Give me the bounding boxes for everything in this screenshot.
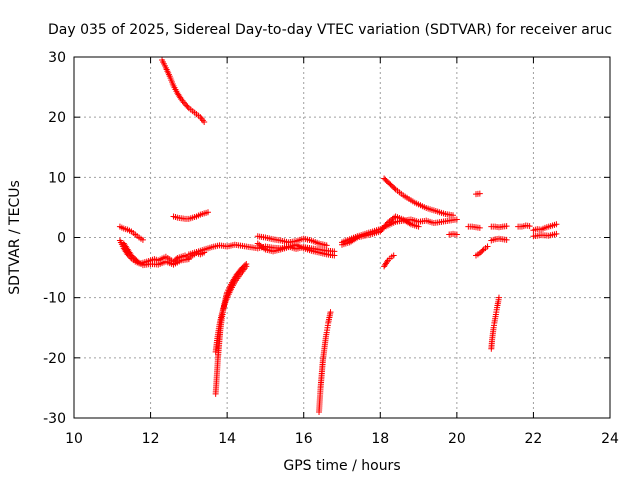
- data-point-markers: [254, 240, 338, 259]
- x-tick-label: 24: [601, 431, 619, 447]
- series-arc-low-b: [488, 294, 502, 352]
- data-point-markers: [185, 241, 338, 258]
- series-arc-evening-high: [381, 175, 457, 219]
- series-arc-band-low: [254, 240, 338, 259]
- data-point-markers: [170, 209, 211, 222]
- data-point-markers: [465, 223, 483, 231]
- y-axis: -30 -20 -10 0 10 20 30: [43, 50, 610, 427]
- y-tick-label: -30: [43, 411, 66, 427]
- series-arc-late-h: [530, 230, 560, 240]
- series-arc-late-d: [488, 223, 510, 231]
- x-tick-label: 20: [448, 431, 466, 447]
- series-arc-late-f: [515, 222, 533, 230]
- data-point-markers: [488, 223, 510, 231]
- x-axis-label: GPS time / hours: [283, 458, 400, 474]
- data-point-markers: [381, 175, 457, 219]
- y-tick-label: 30: [48, 50, 66, 66]
- series-arc-late-c: [473, 243, 491, 259]
- x-tick-label: 10: [65, 431, 83, 447]
- data-point-markers: [381, 252, 397, 270]
- data-point-markers: [473, 190, 483, 198]
- data-point-markers: [316, 309, 334, 415]
- data-point-markers: [515, 222, 533, 230]
- series-arc-late-dot: [473, 190, 483, 198]
- x-tick-label: 14: [218, 431, 236, 447]
- x-tick-label: 12: [142, 431, 160, 447]
- series-arc-band-top: [254, 233, 330, 249]
- data-point-markers: [254, 233, 330, 249]
- series-arc-drop-b: [212, 263, 250, 355]
- series-arc-mid: [170, 209, 211, 222]
- data-point-markers: [530, 221, 560, 234]
- chart-title: Day 035 of 2025, Sidereal Day-to-day VTE…: [48, 22, 612, 38]
- x-tick-label: 18: [371, 431, 389, 447]
- data-marks: [116, 57, 560, 415]
- series-arc-low-a: [316, 309, 334, 415]
- data-point-markers: [473, 243, 491, 259]
- data-point-markers: [116, 223, 146, 243]
- y-tick-label: -20: [43, 351, 66, 367]
- y-axis-label: SDTVAR / TECUs: [7, 180, 23, 295]
- data-point-markers: [488, 294, 502, 352]
- x-tick-label: 16: [295, 431, 313, 447]
- data-point-markers: [339, 213, 422, 248]
- series-arc-high: [159, 57, 208, 125]
- y-tick-label: 20: [48, 110, 66, 126]
- y-tick-label: 0: [57, 231, 66, 247]
- data-point-markers: [212, 263, 250, 355]
- data-point-markers: [446, 230, 460, 238]
- series-arc-late-b: [465, 223, 483, 231]
- data-point-markers: [120, 240, 192, 269]
- series-arc-late-g: [530, 221, 560, 234]
- series-arc-evening-b: [339, 213, 422, 248]
- grid: [74, 57, 610, 418]
- series-arc-early-top: [116, 223, 146, 243]
- x-tick-label: 22: [525, 431, 543, 447]
- y-tick-label: 10: [48, 170, 66, 186]
- series-arc-evening-dip: [381, 252, 397, 270]
- series-arc-early-low: [120, 240, 192, 269]
- series-arc-late-a: [446, 230, 460, 238]
- y-tick-label: -10: [43, 291, 66, 307]
- series-arc-band-main: [185, 241, 338, 258]
- x-axis: 10 12 14 16 18 20 22 24: [65, 57, 619, 447]
- data-point-markers: [530, 230, 560, 240]
- data-point-markers: [488, 235, 510, 244]
- series-arc-late-e: [488, 235, 510, 244]
- data-point-markers: [159, 57, 208, 125]
